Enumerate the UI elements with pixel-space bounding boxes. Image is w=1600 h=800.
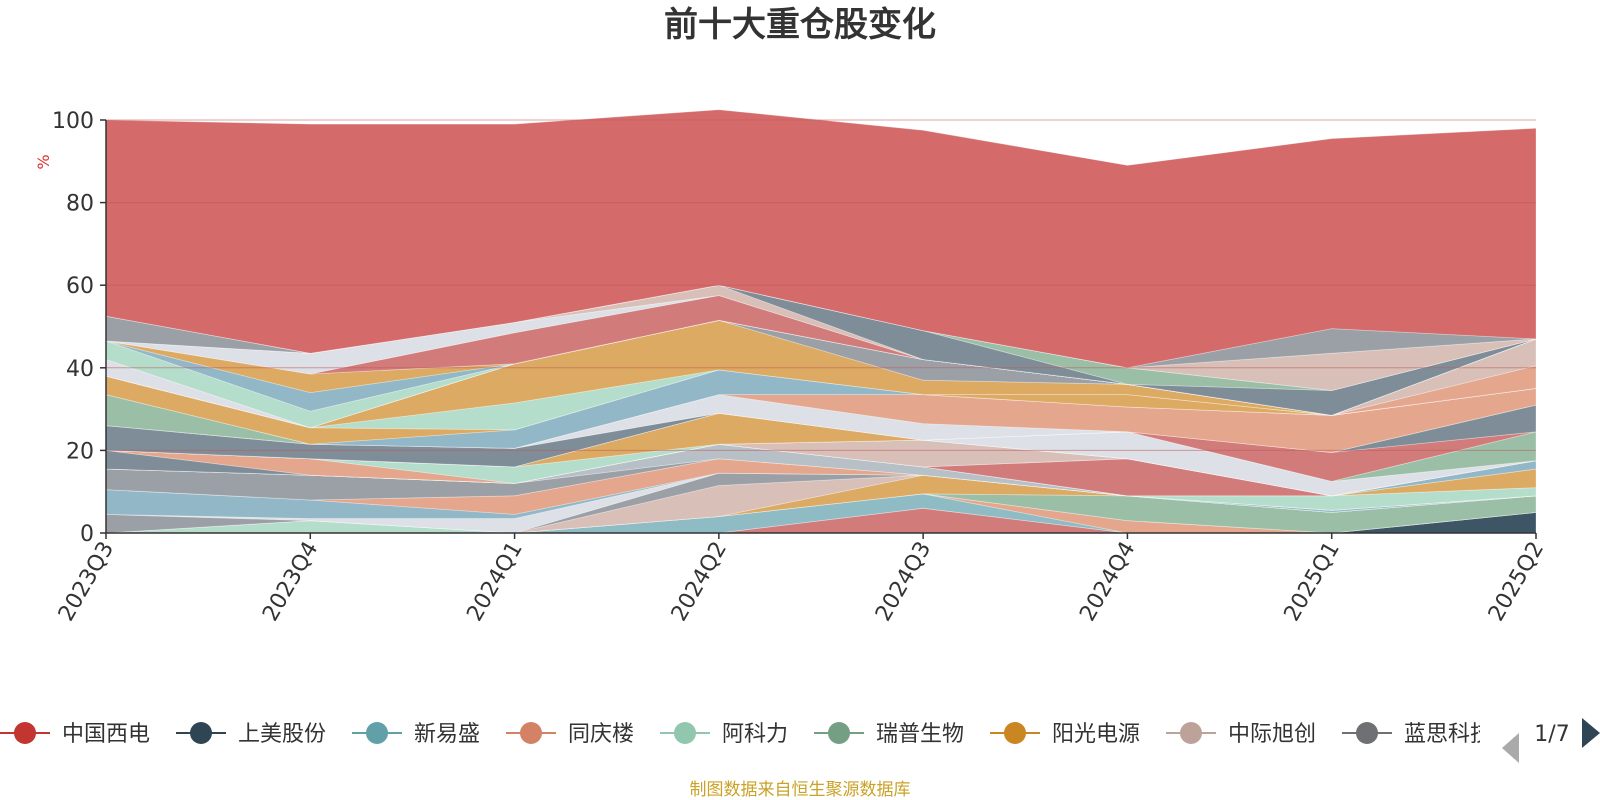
- x-tick-label-2: 2024Q1: [462, 538, 527, 626]
- legend-marker-1: [190, 722, 212, 744]
- area-series-28: [105, 387, 1537, 453]
- legend-label-2: 新易盛: [414, 722, 480, 747]
- footer-source: 制图数据来自恒生聚源数据库: [690, 780, 911, 800]
- legend-marker-8: [1356, 722, 1378, 744]
- legend-label-1: 上美股份: [238, 722, 326, 747]
- legend-pager: 1/7: [1502, 718, 1600, 763]
- legend-item-8[interactable]: 蓝思科技: [1342, 722, 1492, 747]
- x-tick-label-5: 2024Q4: [1075, 538, 1140, 626]
- x-tick-label-4: 2024Q3: [871, 538, 936, 626]
- legend-item-5[interactable]: 瑞普生物: [814, 722, 964, 747]
- legend: 中国西电 上美股份 新易盛 同庆楼 阿科力 瑞普生物 阳光电源 中际旭创 蓝思科技: [0, 722, 1492, 747]
- area-series-31: [105, 369, 1537, 445]
- legend-item-3[interactable]: 同庆楼: [506, 722, 634, 747]
- x-tick-label-1: 2023Q4: [258, 538, 323, 626]
- x-tick-label-0: 2023Q3: [54, 538, 119, 626]
- legend-item-1[interactable]: 上美股份: [176, 722, 326, 747]
- x-tick-label-3: 2024Q2: [667, 538, 732, 626]
- legend-marker-4: [674, 722, 696, 744]
- legend-marker-3: [520, 722, 542, 744]
- legend-marker-6: [1004, 722, 1026, 744]
- legend-label-4: 阿科力: [722, 722, 788, 747]
- legend-next-icon[interactable]: [1582, 718, 1600, 748]
- legend-label-6: 阳光电源: [1052, 722, 1140, 747]
- x-tick-label-7: 2025Q2: [1484, 538, 1549, 626]
- x-tick-label-6: 2025Q1: [1280, 538, 1345, 626]
- stacked-areas: [105, 109, 1537, 534]
- y-tick-label-1: 20: [66, 439, 94, 464]
- legend-marker-2: [366, 722, 388, 744]
- legend-marker-5: [828, 722, 850, 744]
- legend-label-3: 同庆楼: [568, 722, 634, 747]
- y-unit-label: %: [34, 154, 53, 169]
- legend-label-0: 中国西电: [62, 722, 150, 747]
- y-tick-label-5: 100: [52, 109, 94, 134]
- y-tick-label-2: 40: [66, 357, 94, 382]
- legend-item-0[interactable]: 中国西电: [0, 722, 150, 747]
- area-series-49: [105, 109, 1537, 369]
- y-tick-label-4: 80: [66, 192, 94, 217]
- y-tick-label-3: 60: [66, 274, 94, 299]
- legend-prev-icon[interactable]: [1502, 733, 1519, 763]
- legend-item-4[interactable]: 阿科力: [660, 722, 788, 747]
- chart-title: 前十大重仓股变化: [664, 5, 936, 45]
- legend-label-8: 蓝思科技: [1404, 722, 1492, 747]
- legend-item-2[interactable]: 新易盛: [352, 722, 480, 747]
- legend-marker-0: [14, 722, 36, 744]
- legend-label-7: 中际旭创: [1228, 722, 1316, 747]
- y-tick-label-0: 0: [80, 522, 94, 547]
- legend-label-5: 瑞普生物: [876, 722, 964, 747]
- legend-marker-7: [1180, 722, 1202, 744]
- grid-lines: [106, 119, 1536, 451]
- legend-page-indicator: 1/7: [1534, 722, 1569, 747]
- legend-item-7[interactable]: 中际旭创: [1166, 722, 1316, 747]
- legend-item-6[interactable]: 阳光电源: [990, 722, 1140, 747]
